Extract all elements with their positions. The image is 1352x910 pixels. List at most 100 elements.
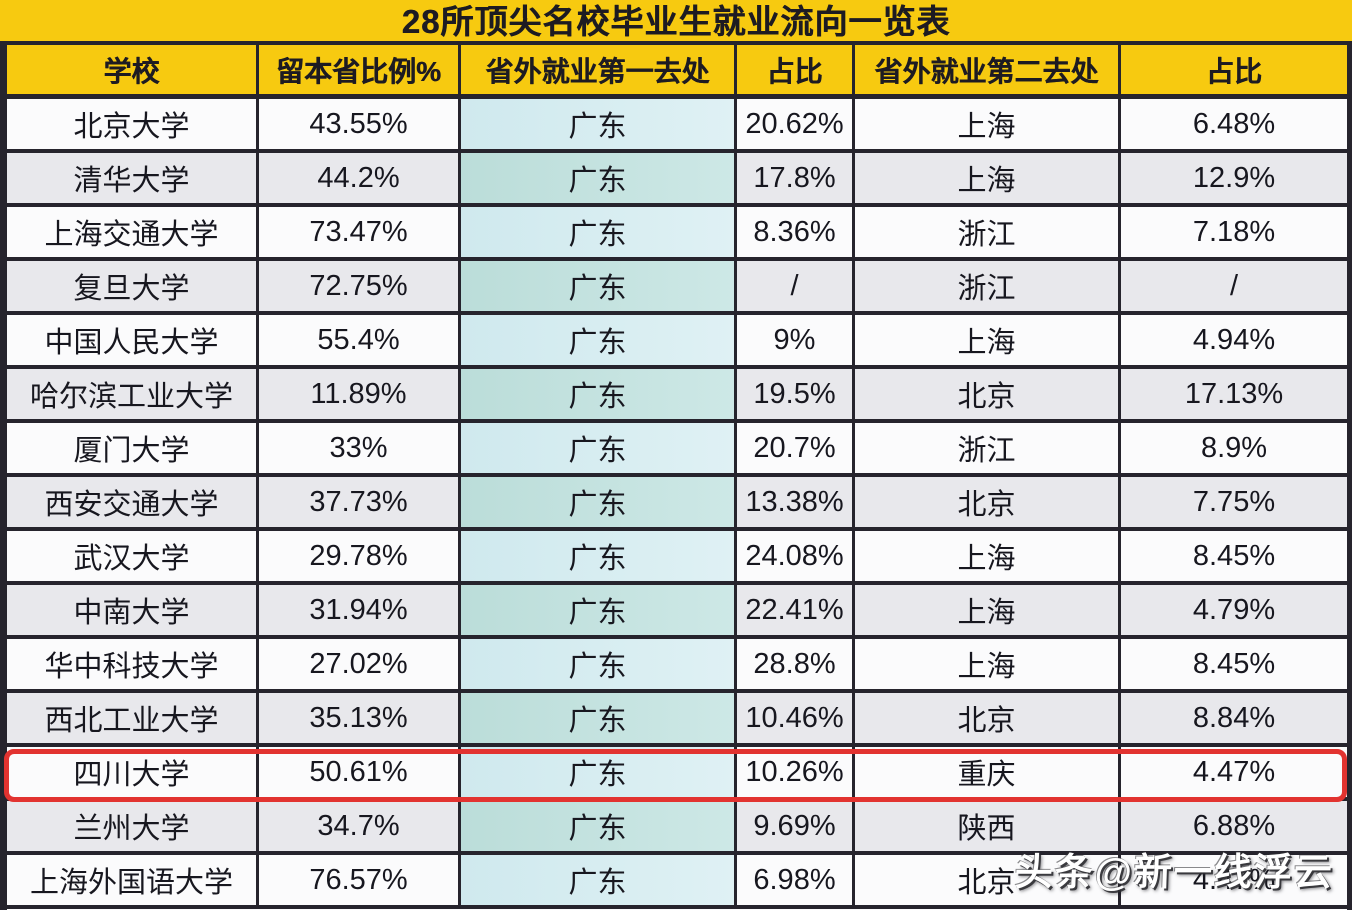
table-cell: 上海 — [855, 639, 1121, 693]
table-cell: 10.26% — [737, 747, 855, 801]
table-cell: 22.41% — [737, 585, 855, 639]
table-cell: 广东 — [461, 477, 737, 531]
table-cell: 广东 — [461, 585, 737, 639]
table-cell: 24.08% — [737, 531, 855, 585]
table-cell: 广东 — [461, 99, 737, 153]
header-cell-1: 留本省比例% — [259, 45, 461, 100]
table-cell: 72.75% — [259, 261, 461, 315]
table-cell: 广东 — [461, 207, 737, 261]
table-cell: 6.48% — [1121, 99, 1347, 153]
table-cell: 4.79% — [1121, 585, 1347, 639]
table-cell: 广东 — [461, 801, 737, 855]
table-cell: 35.13% — [259, 693, 461, 747]
table-cell: 6.98% — [737, 855, 855, 909]
table-cell: 8.84% — [1121, 693, 1347, 747]
table-cell-school: 北京大学 — [7, 99, 259, 153]
table-cell: 浙江 — [855, 423, 1121, 477]
table-cell: 27.02% — [259, 639, 461, 693]
table-cell: 4.47% — [1121, 855, 1347, 909]
table-cell: 4.47% — [1121, 747, 1347, 801]
table-cell-school: 厦门大学 — [7, 423, 259, 477]
table-cell: / — [1121, 261, 1347, 315]
table-cell-school: 复旦大学 — [7, 261, 259, 315]
table-cell-school: 西北工业大学 — [7, 693, 259, 747]
table-cell-school: 中国人民大学 — [7, 315, 259, 369]
header-cell-0: 学校 — [7, 45, 259, 100]
table-cell: 上海 — [855, 585, 1121, 639]
table-cell: 8.36% — [737, 207, 855, 261]
table-cell: 北京 — [855, 693, 1121, 747]
table-cell-school: 武汉大学 — [7, 531, 259, 585]
table-cell: 31.94% — [259, 585, 461, 639]
table-cell: 上海 — [855, 153, 1121, 207]
table-cell: 20.62% — [737, 99, 855, 153]
table-cell: 55.4% — [259, 315, 461, 369]
table-cell: 广东 — [461, 639, 737, 693]
table-cell: 重庆 — [855, 747, 1121, 801]
table-cell: 50.61% — [259, 747, 461, 801]
table-cell: 37.73% — [259, 477, 461, 531]
table-cell: 广东 — [461, 369, 737, 423]
header-cell-2: 省外就业第一去处 — [461, 45, 737, 100]
table-cell: 陕西 — [855, 801, 1121, 855]
table-cell: 28.8% — [737, 639, 855, 693]
table-cell: 广东 — [461, 855, 737, 909]
table-cell: 4.94% — [1121, 315, 1347, 369]
header-cell-3: 占比 — [737, 45, 855, 100]
table-cell: 北京 — [855, 855, 1121, 909]
table-cell: 上海 — [855, 531, 1121, 585]
table-cell: 10.46% — [737, 693, 855, 747]
table-cell: 8.45% — [1121, 639, 1347, 693]
table-cell: 广东 — [461, 153, 737, 207]
table-cell-school: 四川大学 — [7, 747, 259, 801]
table-cell-school: 兰州大学 — [7, 801, 259, 855]
table-cell: 北京 — [855, 477, 1121, 531]
table-cell: 19.5% — [737, 369, 855, 423]
table-cell-school: 上海交通大学 — [7, 207, 259, 261]
table-cell: 上海 — [855, 99, 1121, 153]
table-cell: 9% — [737, 315, 855, 369]
table-cell: 44.2% — [259, 153, 461, 207]
table-cell-school: 华中科技大学 — [7, 639, 259, 693]
table-cell-school: 西安交通大学 — [7, 477, 259, 531]
table-cell: 33% — [259, 423, 461, 477]
title-band: 28所顶尖名校毕业生就业流向一览表 — [0, 0, 1352, 41]
table-cell: 广东 — [461, 747, 737, 801]
table-cell-school: 清华大学 — [7, 153, 259, 207]
table-cell: 76.57% — [259, 855, 461, 909]
table-cell: 浙江 — [855, 261, 1121, 315]
table-cell: 17.8% — [737, 153, 855, 207]
table-cell-school: 哈尔滨工业大学 — [7, 369, 259, 423]
table-cell: 广东 — [461, 423, 737, 477]
page-title: 28所顶尖名校毕业生就业流向一览表 — [401, 2, 951, 40]
table-cell: 8.9% — [1121, 423, 1347, 477]
table-cell: 11.89% — [259, 369, 461, 423]
table-frame: 学校 留本省比例% 省外就业第一去处 占比 省外就业第二去处 占比 北京大学 43.55% 广东… — [0, 41, 1352, 910]
header-cell-4: 省外就业第二去处 — [855, 45, 1121, 100]
table-cell: 北京 — [855, 369, 1121, 423]
table-cell: 广东 — [461, 315, 737, 369]
table-cell: 广东 — [461, 693, 737, 747]
table-cell: 7.75% — [1121, 477, 1347, 531]
table-cell: 广东 — [461, 261, 737, 315]
employment-table: 学校 留本省比例% 省外就业第一去处 占比 省外就业第二去处 占比 北京大学 43.55% 广东… — [7, 45, 1347, 909]
table-cell: / — [737, 261, 855, 315]
table-cell: 7.18% — [1121, 207, 1347, 261]
table-cell: 9.69% — [737, 801, 855, 855]
table-cell: 34.7% — [259, 801, 461, 855]
table-cell: 73.47% — [259, 207, 461, 261]
table-cell: 浙江 — [855, 207, 1121, 261]
table-cell: 8.45% — [1121, 531, 1347, 585]
header-cell-5: 占比 — [1121, 45, 1347, 100]
table-cell: 12.9% — [1121, 153, 1347, 207]
table-cell: 6.88% — [1121, 801, 1347, 855]
table-cell: 17.13% — [1121, 369, 1347, 423]
table-cell: 广东 — [461, 531, 737, 585]
table-cell: 43.55% — [259, 99, 461, 153]
table-cell-school: 中南大学 — [7, 585, 259, 639]
table-cell: 29.78% — [259, 531, 461, 585]
table-cell: 13.38% — [737, 477, 855, 531]
table-cell-school: 上海外国语大学 — [7, 855, 259, 909]
table-cell: 上海 — [855, 315, 1121, 369]
